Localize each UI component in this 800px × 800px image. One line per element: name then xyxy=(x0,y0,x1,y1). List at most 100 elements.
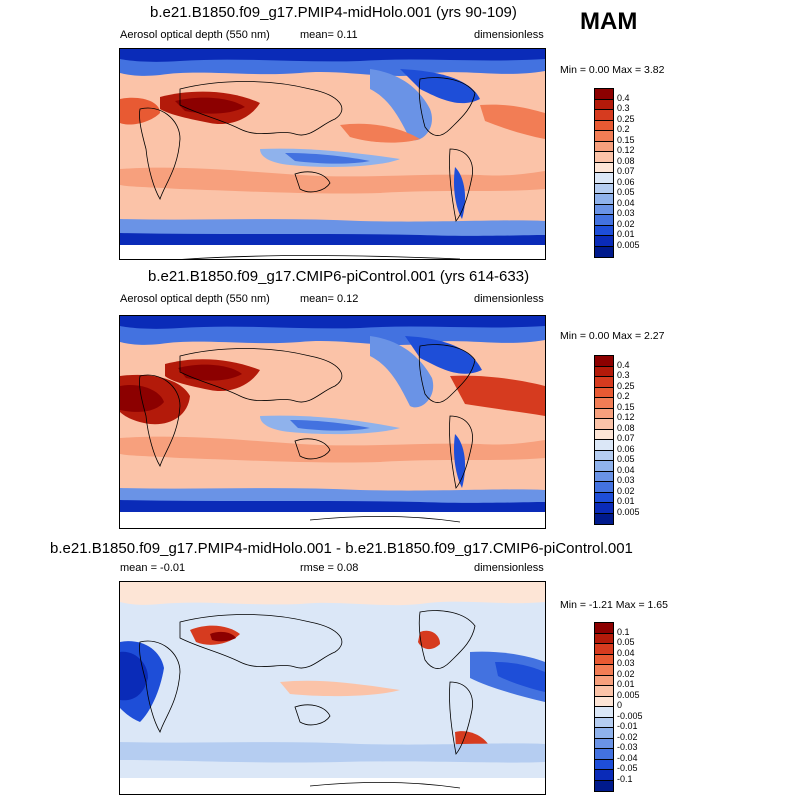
panel-3-title: b.e21.B1850.f09_g17.PMIP4-midHolo.001 - … xyxy=(50,540,633,557)
colorbar-swatch xyxy=(595,461,613,472)
colorbar-level-label: 0.02 xyxy=(617,668,635,679)
colorbar-swatch xyxy=(595,503,613,514)
colorbar-swatch xyxy=(595,675,613,686)
colorbar-level-label: -0.01 xyxy=(617,721,638,731)
colorbar-level-label: 0.04 xyxy=(617,647,635,658)
colorbar-level-label: 0 xyxy=(617,700,623,710)
panel-2-map xyxy=(119,315,546,529)
panel-3-map-svg xyxy=(120,582,545,794)
colorbar-swatch xyxy=(595,246,613,257)
field-arctic-light xyxy=(120,582,545,606)
colorbar-swatch xyxy=(595,236,613,247)
colorbar-swatch xyxy=(595,120,613,131)
colorbar-swatch xyxy=(595,152,613,163)
field-tropical-core xyxy=(285,153,370,164)
colorbar-level-label: 0.02 xyxy=(617,485,635,496)
colorbar-level-label: 0.04 xyxy=(617,464,635,475)
panel-1-units-label: dimensionless xyxy=(474,29,544,41)
colorbar-swatch xyxy=(595,225,613,236)
colorbar-level-label: -0.04 xyxy=(617,752,638,763)
colorbar-swatch xyxy=(595,366,613,377)
field-pacific-orange xyxy=(340,123,420,143)
colorbar-swatch xyxy=(595,770,613,781)
field-namerica-red xyxy=(418,630,440,650)
colorbar-level-label: 0.08 xyxy=(617,422,635,433)
colorbar-level-label: 0.03 xyxy=(617,658,635,668)
colorbar-swatch xyxy=(595,482,613,493)
colorbar-swatch xyxy=(595,183,613,194)
colorbar-swatch xyxy=(595,89,613,100)
colorbar-swatch xyxy=(595,728,613,739)
colorbar-level-label: -0.005 xyxy=(617,710,643,721)
colorbar-level-label: 0.3 xyxy=(617,370,630,380)
panel-1-minmax: Min = 0.00 Max = 3.82 xyxy=(560,64,665,76)
field-south-band xyxy=(120,436,545,463)
colorbar-swatch xyxy=(595,492,613,503)
colorbar-swatch xyxy=(595,204,613,215)
colorbar-swatch xyxy=(595,717,613,728)
panel-2-coastlines xyxy=(139,344,476,523)
colorbar-level-label: 0.15 xyxy=(617,401,635,412)
panel-1-variable-label: Aerosol optical depth (550 nm) xyxy=(120,29,270,41)
colorbar-level-label: 0.1 xyxy=(617,626,630,637)
field-asia-dark xyxy=(178,364,242,381)
colorbar-swatch xyxy=(595,665,613,676)
panel-1-colorbar xyxy=(594,88,614,258)
panel-1-map xyxy=(119,48,546,260)
colorbar-level-label: 0.08 xyxy=(617,155,635,166)
colorbar-swatch xyxy=(595,644,613,655)
colorbar-swatch xyxy=(595,513,613,524)
colorbar-level-label: 0.25 xyxy=(617,113,635,124)
colorbar-level-label: 0.03 xyxy=(617,208,635,218)
colorbar-swatch xyxy=(595,686,613,697)
colorbar-swatch xyxy=(595,471,613,482)
colorbar-swatch xyxy=(595,696,613,707)
panel-3-coastlines xyxy=(139,610,476,789)
panel-1-coastlines xyxy=(139,77,476,259)
field-atlantic-deep xyxy=(495,662,545,692)
colorbar-level-label: -0.02 xyxy=(617,731,638,742)
colorbar-level-label: 0.05 xyxy=(617,637,635,647)
field-antarctic-deep xyxy=(120,233,545,245)
colorbar-level-label: 0.2 xyxy=(617,124,630,134)
field-tropical-orange xyxy=(280,680,400,697)
colorbar-level-label: 0.005 xyxy=(617,506,640,517)
panel-3-colorbar xyxy=(594,622,614,792)
colorbar-level-label: 0.03 xyxy=(617,475,635,485)
field-atlantic-red xyxy=(450,375,545,416)
panel-3-map xyxy=(119,581,546,795)
field-africa-deep xyxy=(120,651,148,701)
colorbar-swatch xyxy=(595,398,613,409)
field-samerica-blue xyxy=(453,434,466,488)
panel-2-units-label: dimensionless xyxy=(474,293,544,305)
colorbar-swatch xyxy=(595,141,613,152)
colorbar-swatch xyxy=(595,780,613,791)
colorbar-level-label: 0.15 xyxy=(617,134,635,145)
colorbar-level-label: 0.005 xyxy=(617,689,640,700)
colorbar-level-label: 0.04 xyxy=(617,197,635,208)
colorbar-swatch xyxy=(595,654,613,665)
colorbar-swatch xyxy=(595,99,613,110)
panel-1-mean-label: mean= 0.11 xyxy=(300,29,358,41)
colorbar-swatch xyxy=(595,215,613,226)
colorbar-swatch xyxy=(595,749,613,760)
field-south-blue xyxy=(120,742,545,763)
colorbar-swatch xyxy=(595,408,613,419)
colorbar-level-label: -0.03 xyxy=(617,742,638,752)
field-npacific-blue xyxy=(370,336,434,408)
colorbar-level-label: 0.005 xyxy=(617,239,640,250)
field-tropical-core xyxy=(290,420,370,431)
colorbar-swatch xyxy=(595,173,613,184)
colorbar-level-label: 0.12 xyxy=(617,145,635,155)
colorbar-swatch xyxy=(595,450,613,461)
colorbar-swatch xyxy=(595,623,613,634)
panel-3-rmse-label: rmse = 0.08 xyxy=(300,562,359,574)
field-missing xyxy=(120,512,545,528)
colorbar-level-label: 0.05 xyxy=(617,187,635,197)
colorbar-level-label: 0.2 xyxy=(617,391,630,401)
colorbar-level-label: -0.1 xyxy=(617,773,633,784)
colorbar-level-label: 0.12 xyxy=(617,412,635,422)
panel-3-minmax: Min = -1.21 Max = 1.65 xyxy=(560,599,668,611)
season-label: MAM xyxy=(580,8,638,35)
panel-2-variable-label: Aerosol optical depth (550 nm) xyxy=(120,293,270,305)
